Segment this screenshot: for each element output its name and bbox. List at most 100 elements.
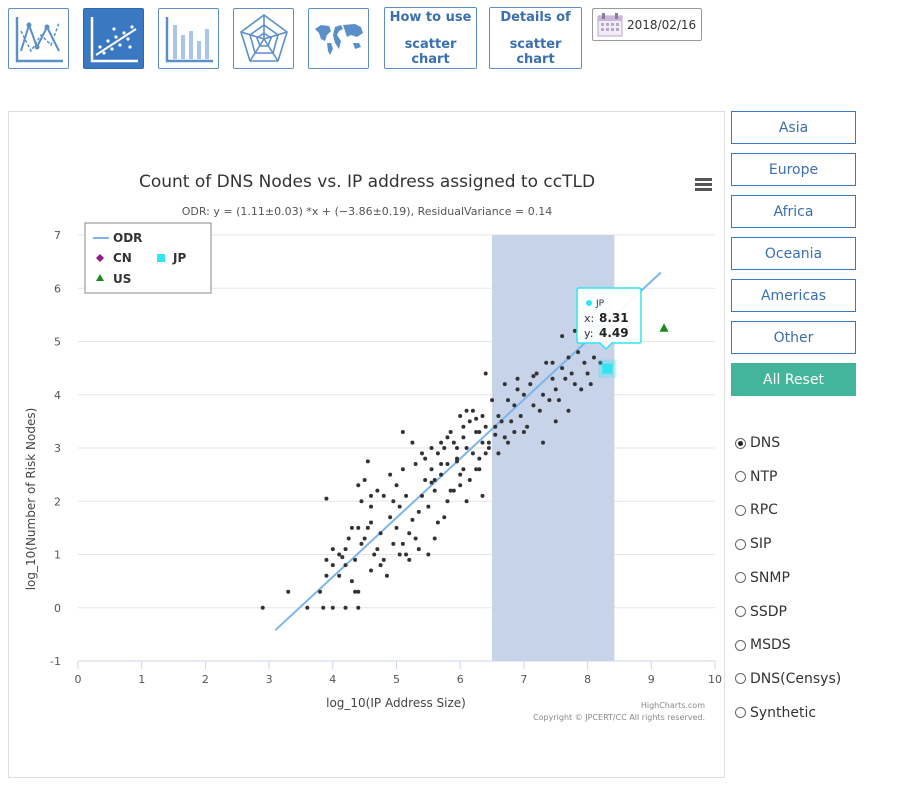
data-point [378, 531, 383, 536]
line-chart-button[interactable] [8, 8, 69, 69]
protocol-option-sip[interactable]: SIP [735, 534, 771, 554]
data-point [458, 483, 463, 488]
region-button-europe[interactable]: Europe [731, 153, 856, 186]
region-label: Americas [760, 287, 827, 304]
data-point [448, 488, 453, 493]
data-point [566, 355, 571, 360]
data-point [458, 472, 463, 477]
data-point [544, 360, 549, 365]
data-point [407, 557, 412, 562]
data-point [512, 403, 517, 408]
bar-chart-button[interactable] [158, 8, 219, 69]
protocol-option-dns[interactable]: DNS [735, 433, 780, 453]
tooltip-x-label: x: [584, 312, 594, 325]
protocol-option-rpc[interactable]: RPC [735, 500, 778, 520]
data-point [502, 435, 507, 440]
data-point [521, 430, 526, 435]
legend-item-cn[interactable]: CN [96, 251, 132, 265]
data-point [419, 451, 424, 456]
data-point [365, 459, 370, 464]
y-axis-label: log_10(Number of Risk Nodes) [24, 408, 38, 591]
radio-unchecked-icon[interactable] [735, 606, 746, 617]
region-button-asia[interactable]: Asia [731, 111, 856, 144]
x-tick-label: 1 [138, 673, 145, 686]
data-point [391, 541, 396, 546]
data-point [480, 493, 485, 498]
radio-unchecked-icon[interactable] [735, 538, 746, 550]
data-point [445, 499, 450, 504]
data-point [330, 547, 335, 552]
data-point [569, 371, 574, 376]
scatter-chart-button[interactable] [83, 8, 144, 69]
protocol-option-synthetic[interactable]: Synthetic [735, 703, 816, 723]
all-reset-button[interactable]: All Reset [731, 363, 856, 396]
data-point [474, 416, 479, 421]
region-label: Oceania [764, 245, 823, 262]
protocol-option-dns-censys[interactable]: DNS(Censys) [735, 669, 841, 689]
data-point [321, 605, 326, 610]
region-label: Other [773, 329, 814, 346]
radio-unchecked-icon[interactable] [735, 572, 746, 584]
data-point [324, 496, 329, 501]
credits-highcharts: HighCharts.com [641, 701, 705, 710]
region-button-other[interactable]: Other [731, 321, 856, 354]
radio-unchecked-icon[interactable] [735, 639, 746, 651]
data-point [400, 430, 405, 435]
data-point [477, 467, 482, 472]
data-point [400, 541, 405, 546]
legend-item-us[interactable]: US [96, 272, 131, 286]
legend-item-jp[interactable]: JP [157, 251, 186, 265]
data-point [591, 355, 596, 360]
legend: ODR CN JP US [84, 222, 212, 294]
data-point [260, 605, 265, 610]
region-button-americas[interactable]: Americas [731, 279, 856, 312]
data-point [353, 557, 358, 562]
how-to-use-label-1: How to use [389, 9, 472, 25]
radar-chart-button[interactable] [233, 8, 294, 69]
data-point [416, 509, 421, 514]
data-point [566, 408, 571, 413]
chart-menu-icon[interactable] [695, 178, 712, 191]
radio-unchecked-icon[interactable] [735, 504, 746, 516]
legend-label-jp: JP [172, 251, 186, 265]
data-point [451, 488, 456, 493]
data-point [324, 557, 329, 562]
x-tick-label: 8 [584, 673, 591, 686]
radio-unchecked-icon[interactable] [735, 707, 746, 719]
y-tick-label: 1 [54, 549, 61, 562]
data-point [467, 477, 472, 482]
data-point [426, 504, 431, 509]
data-point [359, 541, 364, 546]
data-point [563, 376, 568, 381]
radio-unchecked-icon[interactable] [735, 673, 746, 685]
data-point [407, 531, 412, 536]
how-to-use-button[interactable]: How to use scatter chart [384, 7, 477, 69]
data-point [451, 440, 456, 445]
data-point [458, 414, 463, 419]
protocol-option-msds[interactable]: MSDS [735, 635, 791, 655]
protocol-option-ssdp[interactable]: SSDP [735, 602, 787, 622]
data-point [343, 563, 348, 568]
data-point [286, 589, 291, 594]
legend-item-odr[interactable]: ODR [93, 231, 142, 245]
data-point [384, 573, 389, 578]
radio-checked-icon[interactable] [735, 437, 746, 449]
world-map-button[interactable] [308, 8, 369, 69]
region-button-africa[interactable]: Africa [731, 195, 856, 228]
data-point [455, 446, 460, 450]
protocol-option-snmp[interactable]: SNMP [735, 568, 790, 588]
data-point [486, 446, 491, 450]
protocol-label: SIP [750, 536, 772, 553]
data-point [445, 461, 450, 466]
region-button-oceania[interactable]: Oceania [731, 237, 856, 270]
data-point [419, 493, 424, 498]
protocol-option-ntp[interactable]: NTP [735, 467, 777, 487]
region-label: Asia [778, 119, 809, 136]
details-button[interactable]: Details of scatter chart [489, 7, 582, 69]
date-picker[interactable]: 2018/02/16 [592, 8, 702, 41]
legend-label-us: US [113, 272, 131, 286]
tooltip: JP x: 8.31 y: 4.49 [576, 287, 642, 351]
data-point [353, 589, 358, 594]
data-point [556, 398, 561, 403]
radio-unchecked-icon[interactable] [735, 471, 746, 483]
